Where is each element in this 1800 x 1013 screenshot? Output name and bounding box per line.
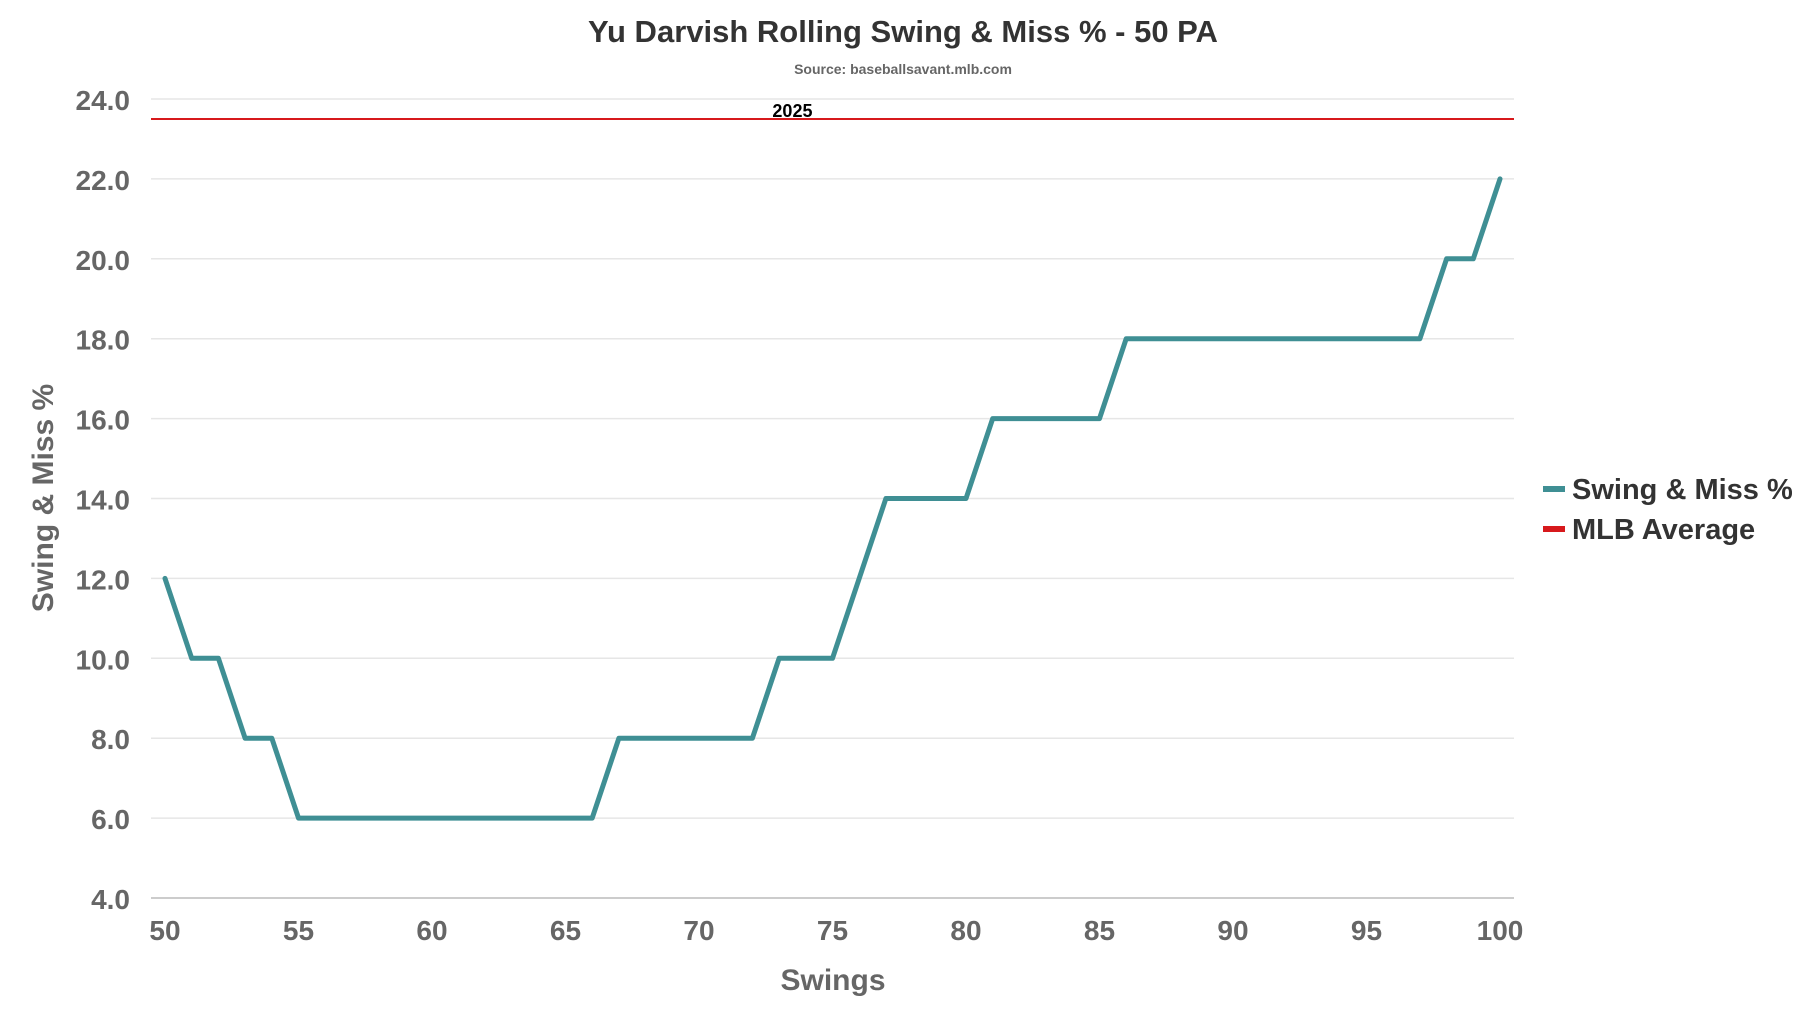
x-tick-label: 80 [950, 915, 981, 946]
y-tick-label: 24.0 [76, 85, 131, 116]
y-tick-label: 10.0 [76, 644, 131, 675]
chart-subtitle: Source: baseballsavant.mlb.com [794, 61, 1012, 77]
x-tick-label: 50 [149, 915, 180, 946]
y-tick-label: 20.0 [76, 245, 131, 276]
y-tick-label: 22.0 [76, 165, 131, 196]
y-tick-label: 18.0 [76, 325, 131, 356]
annotation-2025: 2025 [772, 101, 812, 121]
x-tick-label: 60 [416, 915, 447, 946]
y-axis-label: Swing & Miss % [27, 384, 60, 612]
y-tick-label: 12.0 [76, 564, 131, 595]
y-tick-label: 6.0 [91, 804, 130, 835]
x-tick-label: 75 [817, 915, 848, 946]
y-tick-label: 14.0 [76, 485, 131, 516]
x-tick-label: 85 [1084, 915, 1115, 946]
legend-label-mlb-average: MLB Average [1572, 514, 1755, 546]
legend-swatch-mlb-average [1543, 526, 1565, 532]
legend: Swing & Miss % MLB Average [1543, 474, 1793, 546]
gridlines [151, 98, 1514, 899]
x-tick-label: 90 [1217, 915, 1248, 946]
chart-title: Yu Darvish Rolling Swing & Miss % - 50 P… [588, 14, 1218, 49]
y-tick-label: 8.0 [91, 724, 130, 755]
legend-swatch-swing-miss [1543, 486, 1565, 492]
x-tick-label: 55 [283, 915, 314, 946]
y-tick-label: 4.0 [91, 884, 130, 915]
x-tick-label: 95 [1351, 915, 1382, 946]
y-tick-label: 16.0 [76, 405, 131, 436]
y-tick-labels: 4.0 6.0 8.0 10.0 12.0 14.0 16.0 18.0 20.0 22.0 24.… [76, 85, 131, 915]
legend-label-swing-miss: Swing & Miss % [1572, 474, 1793, 506]
series-layer [151, 117, 1514, 821]
x-tick-label: 65 [550, 915, 581, 946]
x-axis-label: Swings [780, 964, 885, 997]
x-tick-labels: 50 55 60 65 70 75 80 85 90 95 100 [149, 915, 1523, 946]
x-tick-label: 70 [683, 915, 714, 946]
x-tick-label: 100 [1477, 915, 1524, 946]
